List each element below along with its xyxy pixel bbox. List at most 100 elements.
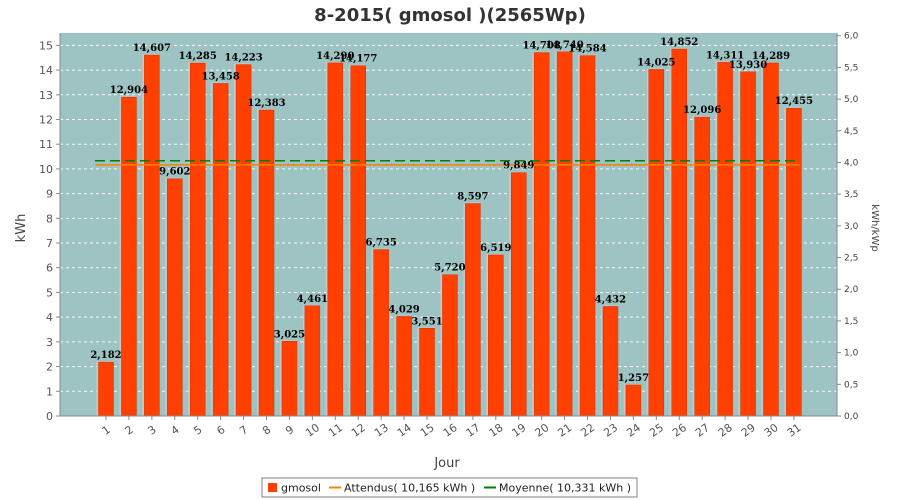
y-tick-label: 13 [39, 89, 53, 102]
y-tick-label: 11 [39, 138, 53, 151]
bar [396, 316, 412, 417]
bar-value-label: 9,849 [503, 161, 534, 172]
y-tick-label: 2 [46, 361, 53, 374]
x-tick-label: 18 [487, 421, 506, 440]
x-tick-label: 16 [441, 421, 460, 440]
y-right-tick-label: 3,5 [844, 190, 858, 200]
bar [281, 341, 298, 417]
bar-value-label: 13,458 [202, 71, 240, 82]
bar [189, 62, 206, 417]
legend-label-expected: Attendus( 10,165 kWh ) [344, 482, 475, 495]
bar-value-label: 6,735 [365, 238, 396, 249]
y-right-tick-label: 3,0 [844, 222, 859, 232]
y-tick-label: 7 [46, 237, 53, 250]
y-right-tick-label: 5,0 [844, 95, 859, 105]
x-tick-label: 17 [464, 421, 483, 440]
y-right-tick-label: 4,5 [844, 127, 858, 137]
x-tick-label: 3 [146, 423, 159, 438]
legend-label-gmosol: gmosol [281, 482, 321, 495]
bar-value-label: 14,177 [339, 54, 377, 65]
value-labels: 2,182 12,904 14,607 9,602 14,285 13,458 14,223… [90, 37, 813, 384]
x-tick-label: 11 [326, 421, 345, 440]
y-right-tick-label: 0,0 [844, 412, 859, 422]
x-tick-label: 27 [693, 421, 712, 440]
y-tick-label: 1 [46, 385, 53, 398]
bar-value-label: 8,597 [457, 192, 488, 203]
x-tick-label: 9 [283, 423, 296, 438]
bar [510, 172, 527, 417]
bar [98, 361, 114, 417]
bar [763, 62, 779, 417]
bar-value-label: 12,904 [110, 85, 148, 96]
x-tick-label: 5 [191, 423, 204, 438]
bar [465, 203, 481, 417]
x-axis: 1 2 3 4 5 6 7 8 9 10 11 12 13 14 15 16 17 18 19 20 21 22 23 24 2… [60, 415, 837, 440]
x-tick-label: 15 [418, 421, 437, 440]
bar-value-label: 1,257 [618, 373, 649, 384]
bar-value-label: 13,930 [729, 60, 767, 71]
bar-value-label: 5,720 [434, 263, 465, 274]
bar [442, 274, 458, 417]
x-tick-label: 2 [123, 423, 136, 438]
bars [96, 48, 802, 417]
bar-value-label: 6,519 [480, 243, 511, 254]
bar-value-label: 14,289 [752, 51, 790, 62]
bar-value-label: 14,311 [706, 50, 744, 61]
reference-lines [95, 159, 800, 166]
x-tick-label: 8 [260, 423, 273, 438]
bar-value-label: 3,551 [411, 316, 442, 327]
y-tick-label: 0 [46, 410, 53, 423]
bar [648, 69, 665, 417]
bar-value-label: 4,029 [388, 304, 419, 315]
legend-swatch-gmosol [268, 483, 277, 492]
bar-value-label: 9,602 [159, 167, 190, 178]
bar [786, 107, 802, 417]
bar-value-label: 3,025 [274, 329, 305, 340]
x-tick-label: 13 [372, 421, 391, 440]
x-tick-label: 10 [303, 421, 322, 440]
bar-value-label: 4,432 [595, 294, 626, 305]
x-tick-label: 22 [578, 421, 597, 440]
x-tick-label: 4 [168, 423, 181, 438]
bar [740, 71, 756, 417]
x-tick-label: 7 [237, 423, 250, 438]
y-tick-label: 5 [46, 286, 53, 299]
x-tick-label: 25 [647, 421, 666, 440]
bar-value-label: 12,096 [683, 105, 721, 116]
bar-value-label: 14,223 [224, 53, 262, 64]
bar [167, 178, 183, 417]
bar [579, 55, 596, 417]
bar [488, 254, 504, 417]
bar-value-label: 12,455 [775, 96, 813, 107]
chart-title: 8-2015( gmosol )(2565Wp) [314, 5, 586, 26]
y-tick-label: 10 [39, 163, 53, 176]
bar [694, 116, 710, 417]
x-tick-label: 30 [762, 421, 781, 440]
bar-value-label: 14,607 [133, 43, 171, 54]
y-tick-label: 12 [39, 113, 53, 126]
bar [327, 62, 344, 417]
y-tick-label: 3 [46, 336, 53, 349]
bar-value-label: 12,383 [247, 98, 285, 109]
x-tick-label: 19 [510, 421, 529, 440]
x-tick-label: 12 [349, 421, 368, 440]
x-tick-label: 26 [670, 421, 689, 440]
bar [625, 384, 642, 417]
y-tick-label: 15 [39, 39, 53, 52]
legend: gmosol Attendus( 10,165 kWh ) Moyenne( 10,… [261, 477, 638, 498]
bar-value-label: 14,852 [660, 37, 698, 48]
y-right-tick-label: 2,0 [844, 285, 859, 295]
x-tick-label: 21 [555, 421, 574, 440]
bar-value-label: 14,708 [523, 41, 561, 52]
y-axis-right-label: kWh/kWp [869, 204, 880, 251]
y-right-tick-label: 6,0 [844, 32, 859, 42]
bar-value-label: 14,290 [316, 51, 354, 62]
y-right-tick-label: 1,5 [844, 317, 858, 327]
y-right-tick-label: 0,5 [844, 380, 858, 390]
y-axis-label: kWh [14, 214, 29, 243]
x-tick-label: 23 [601, 421, 620, 440]
x-tick-label: 1 [100, 423, 113, 438]
x-tick-label: 24 [624, 421, 643, 440]
right-axis: 0,0 0,5 1,0 1,5 2,0 2,5 3,0 3,5 4,0 4,5 5,0 5,5 6,0 [836, 32, 859, 422]
